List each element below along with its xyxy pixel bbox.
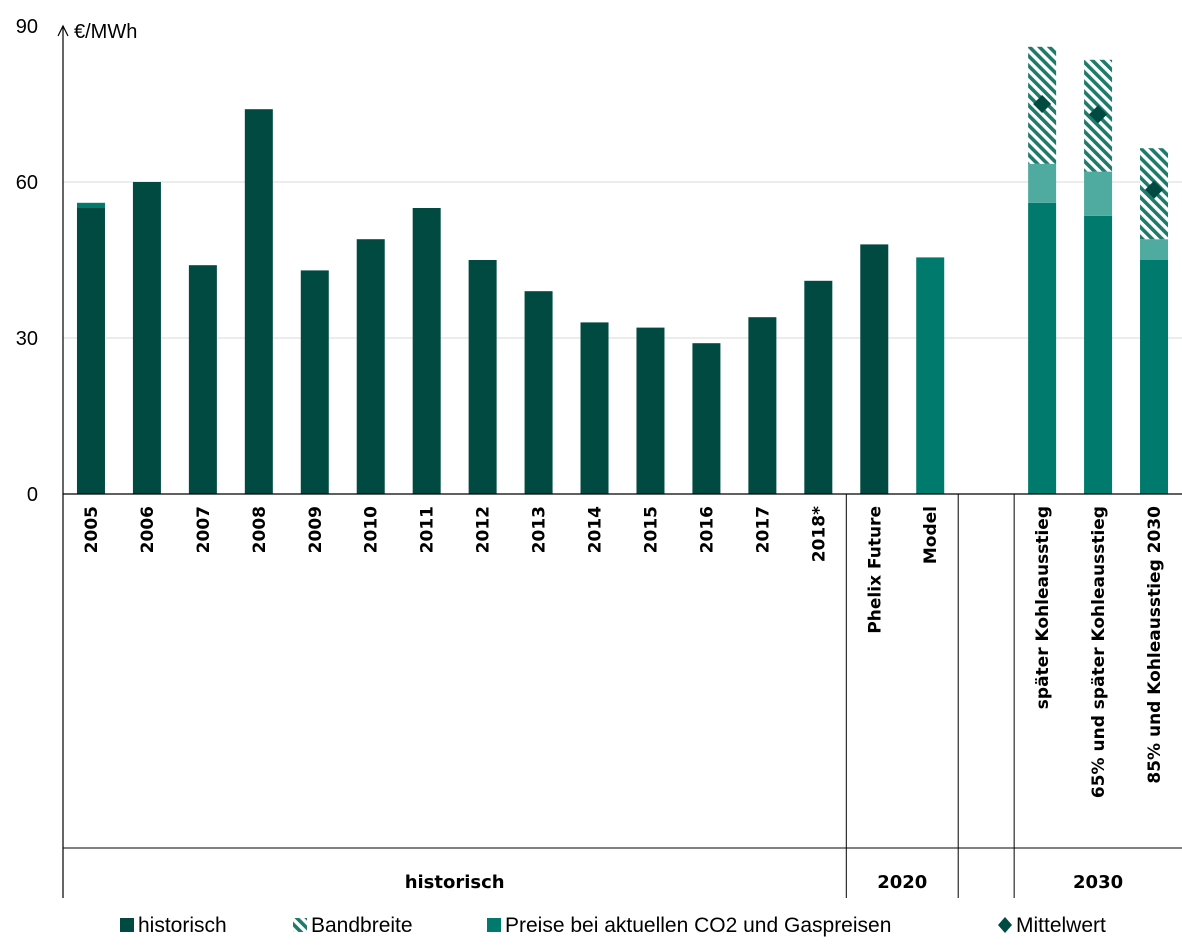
category-label: 2017 xyxy=(753,506,773,553)
y-tick-label: 90 xyxy=(16,16,38,38)
bar-historisch xyxy=(468,260,497,494)
y-axis-unit: €/MWh xyxy=(74,21,137,43)
category-label: 85% und Kohleausstieg 2030 xyxy=(1145,506,1165,784)
bar-historisch xyxy=(804,280,833,494)
labels: 0 30 60 90 €/MWh 2005 2006 2007 2008 2009 2010 2011… xyxy=(16,16,1165,893)
bar-historisch xyxy=(300,270,329,494)
legend-swatch xyxy=(487,918,501,932)
y-tick-label: 0 xyxy=(27,484,38,506)
category-label: 65% und später Kohleausstieg xyxy=(1089,506,1109,798)
legend-swatch xyxy=(120,918,134,932)
category-label: 2009 xyxy=(306,506,326,553)
bar-historisch xyxy=(356,239,385,494)
mittelwert-marker xyxy=(1033,95,1052,113)
category-label: 2018* xyxy=(809,506,829,562)
bar-segment xyxy=(1028,163,1057,203)
category-label: 2008 xyxy=(250,506,270,553)
category-label: 2013 xyxy=(530,506,550,553)
category-label: 2010 xyxy=(362,506,382,553)
category-label: Phelix Future xyxy=(865,506,885,634)
group-label: 2020 xyxy=(877,872,927,893)
y-tick-label: 30 xyxy=(16,328,38,350)
mittelwert-marker xyxy=(1089,105,1108,124)
category-label: 2012 xyxy=(474,506,494,553)
bars xyxy=(76,46,1169,495)
category-label: 2015 xyxy=(641,506,661,553)
legend-label: Mittelwert xyxy=(1016,914,1106,937)
category-label: 2007 xyxy=(194,506,214,553)
bar-historisch xyxy=(132,182,161,494)
legend: historisch Bandbreite Preise bei aktuellen… xyxy=(120,914,1106,937)
bar-historisch xyxy=(860,244,889,494)
category-label: 2006 xyxy=(138,506,158,553)
category-label: 2014 xyxy=(586,506,606,553)
legend-label: historisch xyxy=(138,914,227,937)
bar-preise-bei-aktuellen-co2-und-gaspreisen xyxy=(916,257,945,494)
bar-historisch xyxy=(188,265,217,494)
bar-historisch xyxy=(412,208,441,494)
legend-label: Preise bei aktuellen CO2 und Gaspreisen xyxy=(505,914,891,937)
category-label: 2005 xyxy=(82,506,102,553)
category-label: 2016 xyxy=(697,506,717,553)
legend-swatch xyxy=(998,917,1012,933)
category-label: Model xyxy=(921,506,941,564)
bar-preise-bei-aktuellen-co2-und-gaspreisen xyxy=(76,202,105,208)
group-label: historisch xyxy=(405,872,505,893)
legend-label: Bandbreite xyxy=(311,914,413,937)
bar-preise-bei-aktuellen-co2-und-gaspreisen xyxy=(1140,260,1169,494)
axes xyxy=(57,24,1182,898)
group-label: 2030 xyxy=(1073,872,1123,893)
bar-historisch xyxy=(244,109,273,494)
mittelwert-marker xyxy=(1145,180,1164,199)
bar-segment xyxy=(1084,171,1113,216)
legend-swatch xyxy=(293,918,307,932)
y-axis-arrow xyxy=(57,24,69,37)
y-tick-label: 60 xyxy=(16,172,38,194)
bar-historisch xyxy=(580,322,609,494)
bar-historisch xyxy=(76,208,105,494)
category-label: später Kohleausstieg xyxy=(1033,506,1053,709)
bar-historisch xyxy=(636,327,665,494)
bar-historisch xyxy=(692,343,721,494)
bar-preise-bei-aktuellen-co2-und-gaspreisen xyxy=(1084,215,1113,495)
bar-historisch xyxy=(524,291,553,494)
bar-historisch xyxy=(748,317,777,494)
gridlines xyxy=(63,181,1182,339)
category-label: 2011 xyxy=(418,506,438,553)
bar-segment xyxy=(1140,239,1169,260)
bar-preise-bei-aktuellen-co2-und-gaspreisen xyxy=(1028,202,1057,495)
